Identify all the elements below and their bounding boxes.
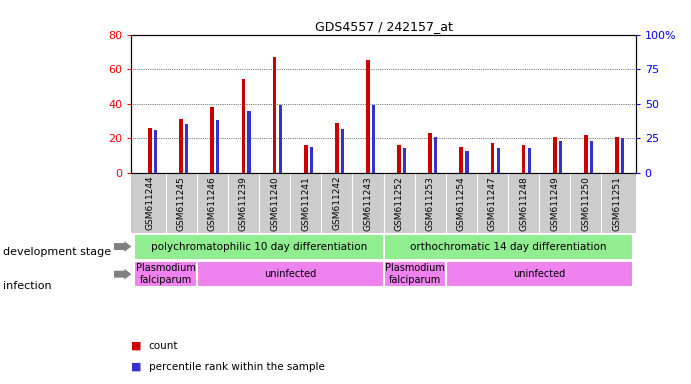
Text: orthochromatic 14 day differentiation: orthochromatic 14 day differentiation	[410, 242, 606, 252]
Bar	[366, 61, 370, 173]
Bar	[185, 124, 188, 173]
Text: GSM611248: GSM611248	[519, 176, 528, 230]
Bar	[310, 147, 313, 173]
Text: GSM611254: GSM611254	[457, 176, 466, 230]
Bar	[528, 148, 531, 173]
Bar	[384, 233, 632, 260]
Bar	[497, 148, 500, 173]
Title: GDS4557 / 242157_at: GDS4557 / 242157_at	[314, 20, 453, 33]
Bar	[590, 141, 593, 173]
Bar	[278, 105, 282, 173]
Bar	[210, 107, 214, 173]
Text: Plasmodium
falciparum: Plasmodium falciparum	[135, 263, 196, 285]
Text: development stage: development stage	[3, 247, 111, 257]
Text: GSM611240: GSM611240	[270, 176, 279, 230]
Bar	[304, 145, 307, 173]
Bar	[466, 151, 468, 173]
Bar	[446, 261, 632, 287]
Bar	[135, 233, 384, 260]
Text: ■: ■	[131, 341, 142, 351]
Text: uninfected: uninfected	[513, 269, 565, 279]
Text: polychromatophilic 10 day differentiation: polychromatophilic 10 day differentiatio…	[151, 242, 367, 252]
Bar	[584, 135, 588, 173]
Text: GSM611252: GSM611252	[395, 176, 404, 230]
Text: GSM611242: GSM611242	[332, 176, 341, 230]
Text: Plasmodium
falciparum: Plasmodium falciparum	[385, 263, 444, 285]
Text: percentile rank within the sample: percentile rank within the sample	[149, 362, 325, 372]
Bar	[335, 123, 339, 173]
Text: GSM611249: GSM611249	[550, 176, 559, 230]
Bar	[553, 137, 557, 173]
Bar	[273, 57, 276, 173]
Bar	[522, 145, 525, 173]
Text: GSM611250: GSM611250	[581, 176, 590, 231]
Text: GSM611246: GSM611246	[208, 176, 217, 230]
Text: GSM611245: GSM611245	[177, 176, 186, 230]
Text: infection: infection	[3, 281, 52, 291]
Text: GSM611247: GSM611247	[488, 176, 497, 230]
Text: GSM611244: GSM611244	[146, 176, 155, 230]
Bar	[154, 130, 157, 173]
Bar	[460, 147, 463, 173]
Bar	[341, 129, 344, 173]
Bar	[403, 148, 406, 173]
Bar	[242, 79, 245, 173]
Bar	[428, 133, 432, 173]
Text: GSM611253: GSM611253	[426, 176, 435, 231]
Text: ■: ■	[131, 362, 142, 372]
Bar	[197, 261, 384, 287]
Bar	[135, 261, 197, 287]
Text: GSM611239: GSM611239	[239, 176, 248, 231]
Bar	[247, 111, 251, 173]
Text: count: count	[149, 341, 178, 351]
Bar	[179, 119, 183, 173]
Text: uninfected: uninfected	[264, 269, 316, 279]
Bar	[216, 120, 220, 173]
Bar	[434, 137, 437, 173]
Bar	[559, 141, 562, 173]
Text: GSM611241: GSM611241	[301, 176, 310, 230]
Bar	[491, 143, 494, 173]
Bar	[615, 137, 619, 173]
Text: GSM611251: GSM611251	[612, 176, 621, 231]
Bar	[384, 261, 446, 287]
Text: GSM611243: GSM611243	[363, 176, 372, 230]
Bar	[148, 128, 152, 173]
Bar	[397, 145, 401, 173]
Bar	[372, 105, 375, 173]
Bar	[621, 138, 624, 173]
